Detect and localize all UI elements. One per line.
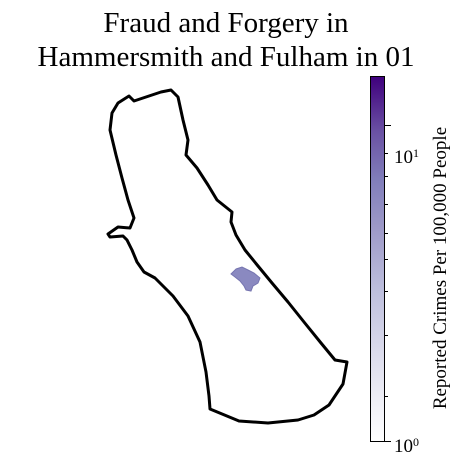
colorbar-tick-major-1 [385, 441, 391, 442]
colorbar-tick-minor [385, 153, 388, 154]
colorbar-tick-minor [385, 176, 388, 177]
colorbar [370, 76, 385, 442]
colorbar-tick-label-10: 101 [394, 143, 419, 168]
colorbar-tick-minor [385, 259, 388, 260]
colorbar-tick-minor [385, 204, 388, 205]
colorbar-tick-major-10 [385, 125, 391, 126]
colorbar-label: Reported Crimes Per 100,000 People [431, 98, 451, 438]
colorbar-tick-minor [385, 233, 388, 234]
colorbar-tick-label-1: 100 [394, 432, 419, 457]
colorbar-tick-minor [385, 396, 388, 397]
borough-outline [108, 90, 347, 423]
colorbar-tick-minor [385, 291, 388, 292]
colorbar-tick-minor [385, 335, 388, 336]
